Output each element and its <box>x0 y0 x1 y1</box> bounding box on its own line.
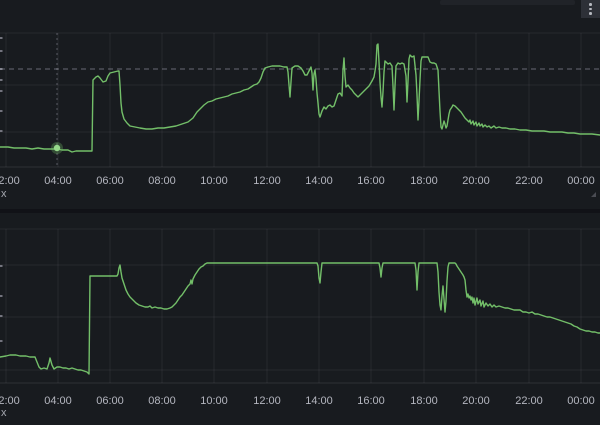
x-tick-label: 14:00 <box>305 395 333 407</box>
x-tick-label: 20:00 <box>462 175 490 187</box>
x-tick-label: 10:00 <box>200 175 228 187</box>
y-axis-label-remnant <box>0 295 3 297</box>
panel-header[interactable] <box>440 0 575 5</box>
time-series-plot[interactable] <box>0 213 600 425</box>
panel-legend: x <box>1 188 7 202</box>
gridlines <box>0 32 600 168</box>
kebab-menu-icon <box>589 3 592 15</box>
panel-resize-handle[interactable] <box>591 192 596 197</box>
y-axis-label-remnant <box>0 37 3 39</box>
x-tick-label: 06:00 <box>96 175 124 187</box>
y-axis-label-remnant <box>0 315 3 317</box>
panel-legend: x <box>1 407 7 421</box>
y-axis-label-remnant <box>0 340 3 342</box>
y-axis-label-remnant <box>0 130 3 132</box>
y-axis-label-remnant <box>0 110 3 112</box>
x-tick-label: 06:00 <box>96 395 124 407</box>
x-tick-label: 18:00 <box>410 175 438 187</box>
y-axis-label-remnant <box>0 50 3 52</box>
x-tick-label: 16:00 <box>357 175 385 187</box>
x-tick-label: 00:00 <box>567 175 595 187</box>
x-axis: 02:00 04:00 06:00 08:00 10:00 12:00 14:00 16:00… <box>0 175 600 187</box>
x-tick-label: 22:00 <box>515 395 543 407</box>
legend-series-label[interactable]: x <box>1 407 7 419</box>
x-tick-label: 22:00 <box>515 175 543 187</box>
x-tick-label: 08:00 <box>148 175 176 187</box>
x-tick-label: 20:00 <box>462 395 490 407</box>
series-line <box>0 43 600 153</box>
time-series-panel-top: 02:00 04:00 06:00 08:00 10:00 12:00 14:00 16:00… <box>0 0 600 209</box>
x-tick-label: 02:00 <box>0 175 20 187</box>
x-tick-label: 18:00 <box>410 395 438 407</box>
x-tick-label: 12:00 <box>253 175 281 187</box>
x-tick-label: 00:00 <box>567 395 595 407</box>
y-axis-label-remnant <box>0 265 3 267</box>
time-series-plot[interactable] <box>0 0 600 209</box>
gridlines <box>0 228 600 384</box>
x-tick-label: 04:00 <box>44 175 72 187</box>
legend-series-label[interactable]: x <box>1 188 7 200</box>
x-tick-label: 14:00 <box>305 175 333 187</box>
x-tick-label: 08:00 <box>148 395 176 407</box>
series-line <box>0 262 600 375</box>
panel-menu-button[interactable] <box>581 0 600 18</box>
x-tick-label: 02:00 <box>0 395 20 407</box>
x-tick-label: 12:00 <box>253 395 281 407</box>
x-tick-label: 04:00 <box>44 395 72 407</box>
x-tick-label: 10:00 <box>200 395 228 407</box>
x-axis: 02:00 04:00 06:00 08:00 10:00 12:00 14:00 16:00… <box>0 395 600 407</box>
y-axis-label-remnant <box>0 79 3 81</box>
y-axis-label-remnant <box>0 90 3 92</box>
time-series-panel-bottom: 02:00 04:00 06:00 08:00 10:00 12:00 14:00 16:00… <box>0 213 600 425</box>
x-tick-label: 16:00 <box>357 395 385 407</box>
y-axis-label-remnant <box>0 68 3 70</box>
hover-point <box>53 144 61 152</box>
